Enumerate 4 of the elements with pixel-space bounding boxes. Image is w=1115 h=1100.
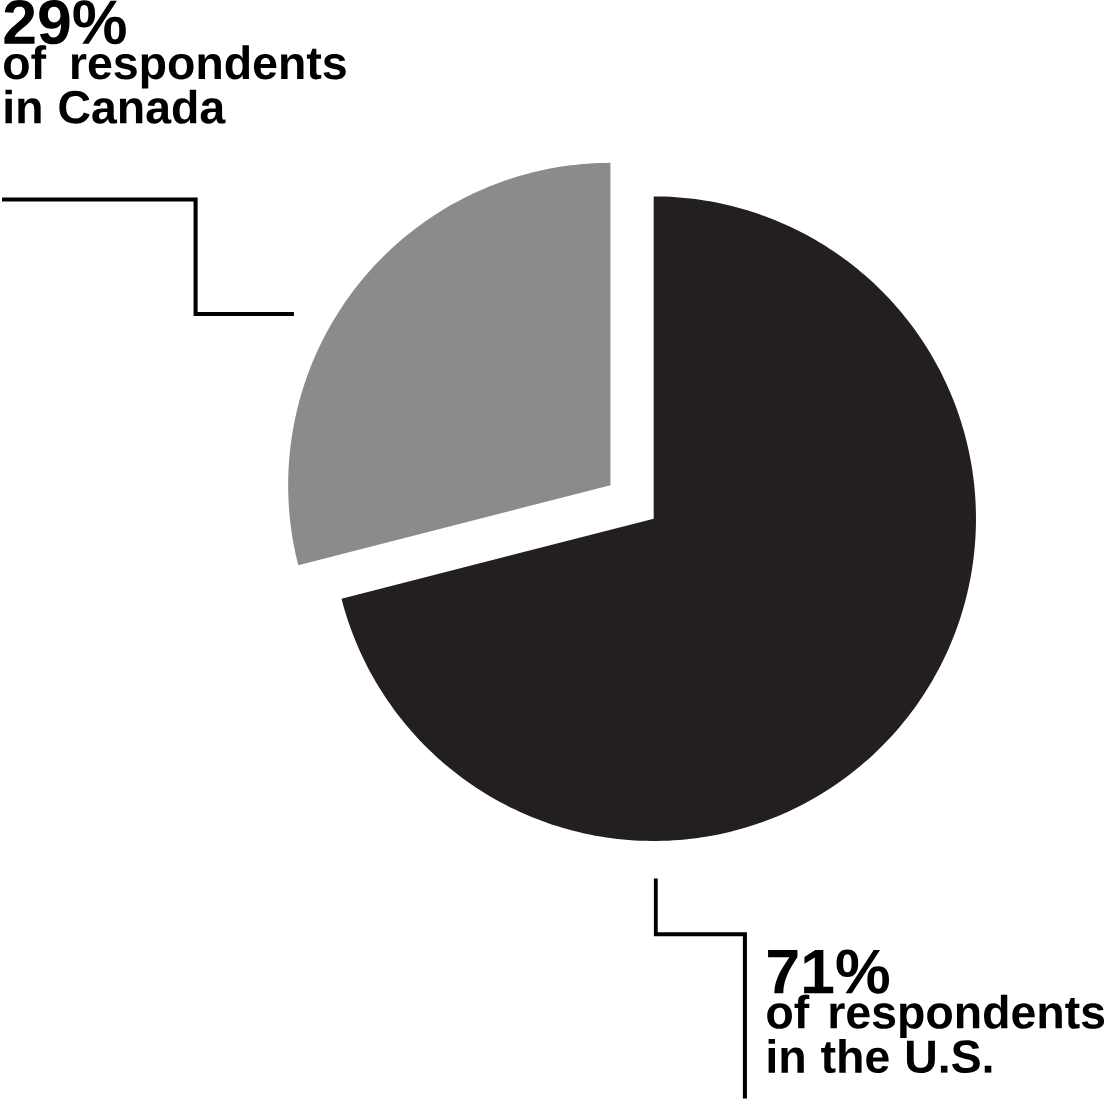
slice-label: of respondents in Canada (4, 45, 346, 124)
slice-label: of respondents in the U.S. (767, 994, 1105, 1073)
data-label: 29% (4, 0, 126, 45)
data-label: 71% (768, 949, 889, 994)
